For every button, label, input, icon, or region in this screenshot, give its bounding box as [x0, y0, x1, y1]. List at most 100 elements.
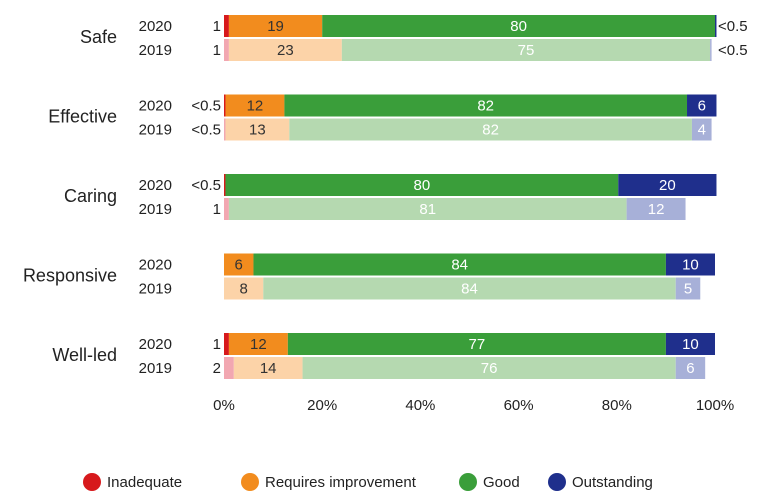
bar-segment — [341, 39, 711, 61]
bar-segment — [233, 357, 303, 379]
bar-segment — [224, 118, 226, 141]
bar-segment — [691, 118, 712, 141]
data-label: 14 — [260, 360, 277, 377]
data-label: 1 — [213, 201, 221, 218]
data-label: 6 — [235, 256, 243, 273]
data-label: 82 — [482, 121, 499, 138]
year-label: 2019 — [139, 280, 172, 297]
data-label: 77 — [469, 336, 486, 353]
bar-segment — [710, 39, 712, 61]
bar-segment — [302, 357, 676, 379]
year-label: 2019 — [139, 360, 172, 377]
data-label: 84 — [461, 280, 478, 297]
bar-segment — [228, 39, 342, 61]
data-label: 80 — [510, 18, 527, 35]
bar-segment — [675, 357, 706, 379]
legend-swatch — [459, 473, 477, 491]
year-label: 2020 — [139, 177, 172, 194]
category-label: Caring — [64, 186, 117, 206]
data-label: 20 — [659, 177, 676, 194]
bar-segment — [715, 15, 717, 37]
data-label: 1 — [213, 18, 221, 35]
data-label: 13 — [249, 121, 266, 138]
year-label: 2020 — [139, 336, 172, 353]
data-label: 10 — [682, 256, 699, 273]
bar-segment — [224, 39, 229, 61]
bar-segment — [224, 174, 226, 196]
bar-segment — [225, 118, 290, 141]
x-tick-label: 20% — [307, 397, 337, 414]
data-label: 6 — [686, 360, 694, 377]
bar-segment — [224, 333, 229, 355]
legend-label: Inadequate — [107, 474, 182, 491]
bar-segment — [224, 15, 229, 37]
bar-segment — [224, 198, 229, 220]
data-label: <0.5 — [191, 97, 221, 114]
year-label: 2020 — [139, 18, 172, 35]
data-label: <0.5 — [191, 177, 221, 194]
data-label: 80 — [414, 177, 431, 194]
data-label: 19 — [267, 18, 284, 35]
data-label: 75 — [518, 42, 535, 59]
bar-segment — [224, 277, 264, 300]
x-tick-label: 80% — [602, 397, 632, 414]
year-label: 2019 — [139, 121, 172, 138]
year-label: 2019 — [139, 201, 172, 218]
legend-swatch — [548, 473, 566, 491]
data-label: 2 — [213, 360, 221, 377]
legend-swatch — [83, 473, 101, 491]
bar-segment — [253, 253, 666, 276]
data-label: 5 — [684, 280, 692, 297]
bar-segment — [626, 198, 686, 220]
data-label: 76 — [481, 360, 498, 377]
data-label: 23 — [277, 42, 294, 59]
bar-segment — [322, 15, 715, 37]
x-tick-label: 60% — [504, 397, 534, 414]
bar-segment — [225, 94, 285, 117]
bar-segment — [287, 333, 666, 355]
bar-segment — [225, 174, 619, 196]
category-label: Safe — [80, 27, 117, 47]
bar-segment — [284, 94, 688, 117]
data-label: 12 — [648, 201, 665, 218]
bar-segment — [665, 333, 715, 355]
category-label: Effective — [48, 106, 117, 126]
year-label: 2020 — [139, 97, 172, 114]
data-label: <0.5 — [718, 42, 748, 59]
data-label: 12 — [250, 336, 267, 353]
data-label: <0.5 — [191, 121, 221, 138]
bar-segment — [228, 15, 323, 37]
bar-segment — [228, 333, 288, 355]
legend-swatch — [241, 473, 259, 491]
bar-segment — [687, 94, 717, 117]
data-label: 12 — [247, 97, 264, 114]
bar-segment — [665, 253, 715, 276]
legend-label: Good — [483, 474, 520, 491]
bar-segment — [224, 94, 226, 117]
data-label: 10 — [682, 336, 699, 353]
bar-segment — [289, 118, 692, 141]
legend-label: Requires improvement — [265, 474, 417, 491]
category-label: Responsive — [23, 265, 117, 285]
x-tick-label: 0% — [213, 397, 235, 414]
year-label: 2019 — [139, 42, 172, 59]
legend-label: Outstanding — [572, 474, 653, 491]
bar-segment — [675, 277, 701, 300]
bar-segment — [224, 253, 254, 276]
x-tick-label: 40% — [405, 397, 435, 414]
data-label: 8 — [239, 280, 247, 297]
category-label: Well-led — [52, 345, 117, 365]
data-label: <0.5 — [718, 18, 748, 35]
bar-segment — [224, 357, 234, 379]
bar-segment — [263, 277, 676, 300]
bar-segment — [228, 198, 627, 220]
data-label: 1 — [213, 336, 221, 353]
data-label: 81 — [419, 201, 436, 218]
data-label: 1 — [213, 42, 221, 59]
data-label: 82 — [477, 97, 494, 114]
x-tick-label: 100% — [696, 397, 734, 414]
data-label: 84 — [451, 256, 468, 273]
bar-segment — [618, 174, 717, 196]
year-label: 2020 — [139, 256, 172, 273]
